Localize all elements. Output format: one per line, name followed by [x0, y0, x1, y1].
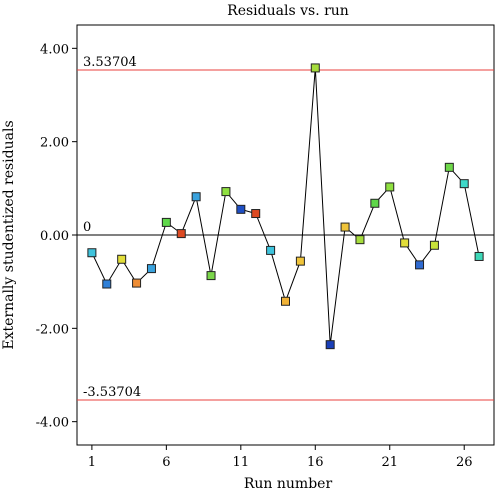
reference-lines: 3.53704 0 -3.53704 [77, 55, 494, 401]
data-point-9 [206, 271, 216, 281]
data-point-24 [429, 240, 439, 250]
data-point-20 [370, 198, 380, 208]
data-point-22 [400, 238, 410, 248]
data-point-18 [340, 222, 350, 232]
data-point-14 [281, 296, 290, 306]
data-point-13 [266, 245, 276, 255]
y-axis: 4.00 2.00 0.00 -2.00 -4.00 [36, 42, 77, 431]
y-axis-title: Externally studentized residuals [1, 120, 17, 349]
data-point-25 [444, 162, 454, 172]
data-point-17 [325, 340, 335, 350]
data-point-1 [87, 248, 97, 258]
x-tick-label-0: 1 [88, 455, 96, 470]
data-point-26 [459, 179, 469, 189]
y-tick-label-3: -2.00 [36, 322, 69, 337]
x-tick-label-3: 16 [307, 455, 324, 470]
y-tick-label-1: 2.00 [40, 136, 69, 151]
data-points [87, 63, 484, 350]
data-point-12 [251, 209, 261, 219]
x-axis: 1 6 11 16 21 26 [88, 445, 473, 470]
data-point-15 [295, 256, 305, 266]
data-point-5 [146, 264, 156, 274]
data-point-8 [191, 192, 201, 202]
x-tick-label-2: 11 [233, 455, 250, 470]
data-point-16 [310, 63, 320, 73]
data-point-4 [132, 278, 142, 288]
x-tick-label-4: 21 [381, 455, 398, 470]
y-tick-label-4: -4.00 [36, 416, 69, 431]
x-axis-title: Run number [244, 476, 333, 492]
chart-title: Residuals vs. run [227, 3, 349, 19]
x-tick-label-1: 6 [162, 455, 170, 470]
reference-line-label-1: 0 [83, 220, 91, 235]
data-point-21 [385, 182, 395, 192]
data-point-19 [355, 235, 365, 245]
reference-line-label-0: 3.53704 [83, 55, 137, 70]
data-point-3 [117, 254, 127, 264]
y-tick-label-2: 0.00 [40, 229, 69, 244]
reference-line-label-2: -3.53704 [83, 385, 141, 400]
data-point-10 [221, 187, 231, 197]
y-tick-label-0: 4.00 [40, 42, 69, 57]
x-tick-label-5: 26 [456, 455, 473, 470]
data-point-7 [176, 229, 186, 239]
data-point-27 [474, 251, 484, 261]
data-point-6 [161, 217, 171, 227]
data-point-23 [415, 260, 425, 270]
data-point-11 [236, 204, 246, 214]
data-point-2 [102, 279, 112, 289]
